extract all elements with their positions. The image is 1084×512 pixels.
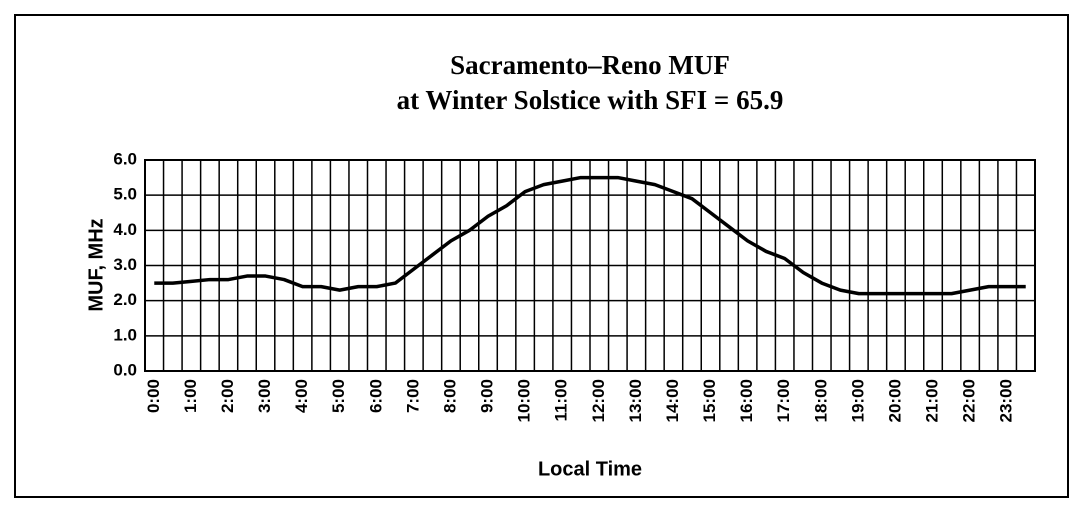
x-tick-label: 15:00 [700,379,719,422]
y-tick-label: 4.0 [113,220,137,239]
x-tick-label: 13:00 [626,379,645,422]
x-axis-title: Local Time [538,458,642,480]
x-tick-label: 3:00 [255,379,274,413]
x-tick-label: 23:00 [997,379,1016,422]
chart-title: Sacramento–Reno MUF [450,50,730,80]
x-tick-label: 0:00 [144,379,163,413]
y-tick-label: 6.0 [113,149,137,168]
x-tick-label: 16:00 [737,379,756,422]
y-axis-title: MUF, MHz [85,218,107,311]
x-tick-label: 4:00 [292,379,311,413]
y-tick-label: 0.0 [113,360,137,379]
x-tick-label: 11:00 [552,379,571,422]
x-tick-label: 10:00 [515,379,534,422]
x-tick-label: 20:00 [885,379,904,422]
frame [14,14,1069,498]
x-tick-label: 2:00 [218,379,237,413]
x-tick-label: 22:00 [960,379,979,422]
y-tick-label: 1.0 [113,325,137,344]
y-tick-label: 2.0 [113,290,137,309]
x-tick-label: 17:00 [774,379,793,422]
x-tick-label: 5:00 [329,379,348,413]
x-tick-label: 9:00 [478,379,497,413]
y-tick-label: 5.0 [113,185,137,204]
x-tick-label: 1:00 [181,379,200,413]
x-tick-label: 6:00 [366,379,385,413]
plot-border [144,159,1036,372]
x-tick-label: 7:00 [403,379,422,413]
x-tick-label: 8:00 [440,379,459,413]
data-line [154,175,1026,296]
chart-subtitle: at Winter Solstice with SFI = 65.9 [397,85,784,115]
x-tick-label: 19:00 [848,379,867,422]
y-tick-label: 3.0 [113,255,137,274]
x-tick-label: 18:00 [811,379,830,422]
x-tick-label: 21:00 [923,379,942,422]
x-tick-label: 12:00 [589,379,608,422]
x-tick-label: 14:00 [663,379,682,422]
